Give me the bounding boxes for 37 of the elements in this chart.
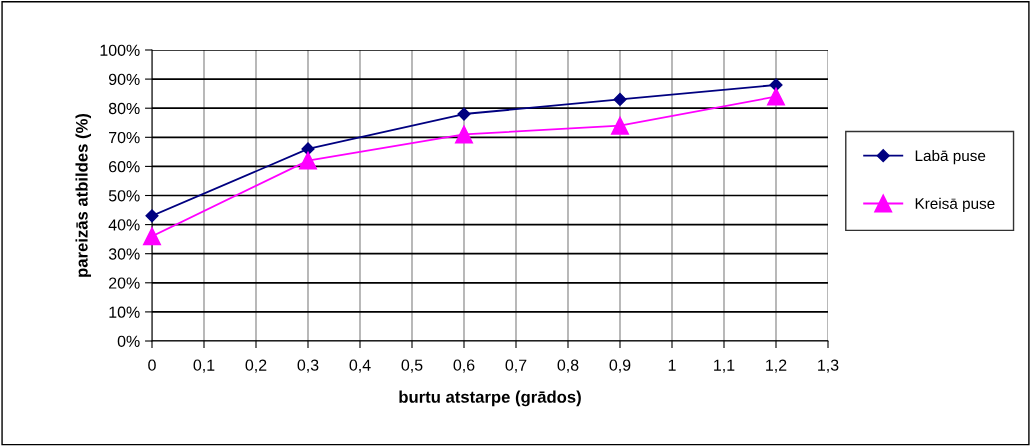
x-tick-label: 0,9 bbox=[609, 359, 631, 373]
x-tick-label: 0,6 bbox=[453, 359, 475, 373]
point bbox=[142, 227, 162, 246]
y-tick-label: 0% bbox=[117, 335, 140, 347]
y-tick-label: 80% bbox=[108, 102, 140, 115]
point bbox=[613, 92, 627, 107]
x-tick-label: 1 bbox=[668, 359, 676, 371]
point bbox=[766, 87, 786, 106]
point bbox=[454, 125, 474, 144]
point bbox=[145, 209, 159, 223]
x-tick-label: 0,3 bbox=[297, 359, 319, 373]
point bbox=[457, 107, 471, 121]
legend-label: Kreisā puse bbox=[915, 197, 995, 212]
y-tick-label: 60% bbox=[109, 161, 140, 173]
y-tick-label: 10% bbox=[109, 306, 140, 318]
y-tick-label: 40% bbox=[108, 219, 140, 231]
x-tick-label: 0,5 bbox=[401, 359, 423, 373]
x-tick-label: 0,1 bbox=[193, 359, 215, 373]
x-tick-label: 0,2 bbox=[245, 359, 267, 373]
x-tick-label: 0 bbox=[148, 359, 156, 371]
y-axis-title: pareizās atbildes (%) bbox=[75, 113, 92, 277]
x-tick-label: 1,1 bbox=[714, 359, 735, 373]
x-tick-label: 0,4 bbox=[349, 359, 371, 373]
x-tick-label: 1,2 bbox=[766, 359, 787, 373]
x-tick-label: 0,7 bbox=[505, 359, 527, 373]
x-axis-title: burtu atstarpe (grādos) bbox=[399, 390, 581, 407]
y-tick-label: 50% bbox=[108, 190, 140, 202]
y-tick-label: 30% bbox=[108, 248, 140, 260]
x-tick-label: 0,8 bbox=[557, 359, 579, 373]
x-tick-label: 1,3 bbox=[818, 359, 839, 373]
point bbox=[298, 151, 318, 170]
y-tick-label: 90% bbox=[108, 73, 140, 86]
y-tick-label: 20% bbox=[109, 277, 140, 289]
y-tick-label: 70% bbox=[109, 131, 140, 144]
legend-label: Labā puse bbox=[915, 149, 986, 165]
y-tick-label: 100% bbox=[100, 44, 140, 56]
point bbox=[610, 116, 630, 135]
